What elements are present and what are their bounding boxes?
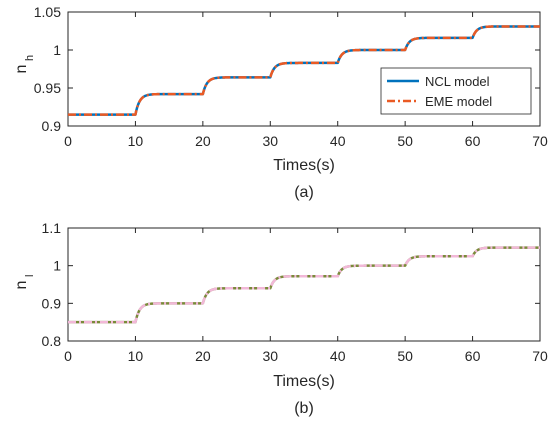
x-tick-label-a: 70: [532, 133, 548, 149]
x-tick-label-a: 60: [465, 133, 481, 149]
x-tick-label-b: 60: [465, 348, 481, 364]
x-tick-label-a: 20: [195, 133, 211, 149]
panel-label-a: (a): [294, 184, 314, 201]
x-tick-label-b: 20: [195, 348, 211, 364]
y-tick-label-a: 0.9: [42, 118, 62, 134]
tick-layer-a: 0 10 20 30 40 50 60 70 0.9 0.95 1 1.05: [34, 4, 548, 149]
legend-box: [380, 67, 532, 115]
x-axis-label-b: Times(s): [273, 373, 335, 390]
legend-label-ncl: NCL model: [425, 74, 490, 89]
x-tick-label-a: 40: [330, 133, 346, 149]
y-axis-label-main-a: n: [13, 65, 30, 74]
x-tick-label-b: 50: [397, 348, 413, 364]
y-axis-label-a: n h: [13, 55, 36, 74]
y-tick-label-b: 1: [53, 258, 61, 274]
x-tick-label-a: 0: [64, 133, 72, 149]
y-tick-label-a: 1: [53, 42, 61, 58]
y-tick-label-b: 1.1: [42, 220, 62, 236]
x-tick-label-a: 50: [397, 133, 413, 149]
y-tick-label-b: 0.9: [42, 295, 62, 311]
x-tick-label-b: 40: [330, 348, 346, 364]
x-tick-label-b: 30: [262, 348, 278, 364]
y-tick-label-b: 0.8: [42, 333, 62, 349]
panel-b: 0 10 20 30 40 50 60 70 0.8 0.9 1 1.1 Times(s) (b) n…: [13, 220, 548, 417]
series-line-b-1: [67, 246, 541, 324]
x-tick-label-b: 0: [64, 348, 72, 364]
legend-label-eme: EME model: [425, 94, 492, 109]
panel-a: 0 10 20 30 40 50 60 70 0.9 0.95 1 1.05 NCL model EM…: [13, 4, 548, 201]
y-axis-label-main-b: n: [13, 281, 30, 290]
x-tick-label-a: 10: [128, 133, 144, 149]
series-line-a-1: [67, 25, 541, 116]
x-axis-label-a: Times(s): [273, 157, 335, 174]
series-layer-a: [67, 25, 541, 116]
y-axis-label-sub-a: h: [24, 55, 36, 61]
y-axis-label-sub-b: l: [24, 275, 36, 277]
x-tick-label-b: 70: [532, 348, 548, 364]
x-tick-label-a: 30: [262, 133, 278, 149]
y-tick-label-a: 1.05: [34, 4, 61, 20]
y-tick-label-a: 0.95: [34, 80, 61, 96]
legend-a: NCL model EME model: [380, 67, 532, 115]
x-tick-label-b: 10: [128, 348, 144, 364]
tick-layer-b: 0 10 20 30 40 50 60 70 0.8 0.9 1 1.1: [42, 220, 548, 364]
series-layer-b: [67, 246, 541, 324]
plot-area-b: [67, 227, 541, 342]
y-axis-label-b: n l: [13, 275, 36, 290]
panel-label-b: (b): [294, 400, 314, 417]
